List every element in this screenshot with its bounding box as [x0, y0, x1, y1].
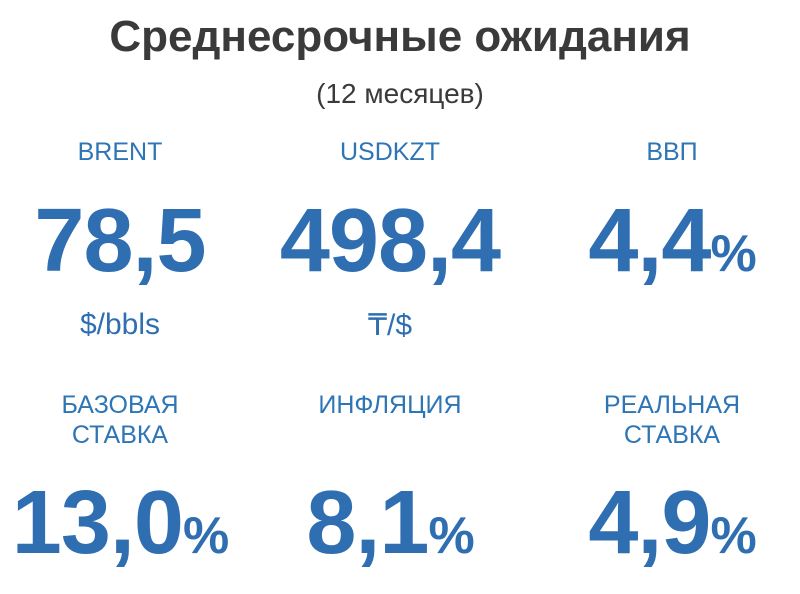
value: 78,5 — [0, 196, 270, 286]
value-suffix: % — [182, 507, 229, 565]
value-suffix: % — [710, 507, 756, 565]
subtitle: (12 месяцев) — [316, 78, 484, 109]
label: ИНФЛЯЦИЯ — [240, 390, 540, 420]
value-number: 13,0 — [11, 473, 184, 573]
label-line: ВВП — [646, 138, 698, 166]
label-line: СТАВКА — [71, 421, 169, 449]
value-number: 78,5 — [34, 191, 206, 291]
unit: ₸/$ — [367, 309, 413, 342]
label-line: РЕАЛЬНАЯ — [603, 391, 741, 419]
value-suffix: % — [428, 507, 474, 565]
label: РЕАЛЬНАЯ СТАВКА — [522, 390, 800, 450]
value: 8,1% — [240, 478, 540, 581]
unit: $/bbls — [79, 308, 161, 341]
value: 498,4 — [240, 196, 540, 286]
label: БАЗОВАЯ СТАВКА — [0, 390, 270, 450]
value-number: 498,4 — [279, 191, 501, 291]
label-line: ИНФЛЯЦИЯ — [318, 391, 462, 419]
value: 13,0% — [0, 478, 270, 581]
label-line: БАЗОВАЯ — [61, 391, 179, 419]
label: USDKZT — [240, 137, 540, 167]
value: 4,4% — [522, 196, 800, 299]
value-number: 8,1 — [306, 473, 429, 573]
label: ВВП — [522, 137, 800, 167]
label-line: BRENT — [77, 138, 163, 166]
label-line: СТАВКА — [623, 421, 721, 449]
label: BRENT — [0, 137, 270, 167]
value-suffix: % — [710, 225, 756, 283]
label-line: USDKZT — [340, 138, 440, 166]
value: 4,9% — [522, 478, 800, 581]
value-number: 4,4 — [588, 191, 711, 291]
value-number: 4,9 — [588, 473, 711, 573]
title: Среднесрочные ожидания — [109, 12, 691, 61]
